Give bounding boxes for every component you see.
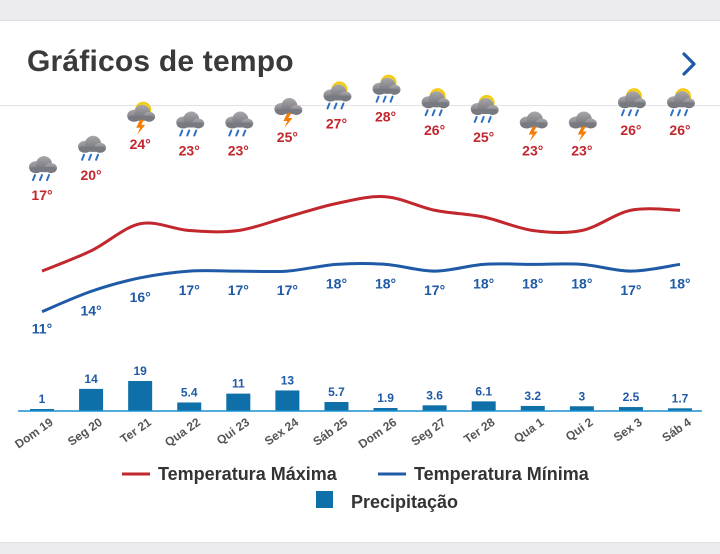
precipitation-bar — [520, 405, 545, 411]
precipitation-label: 13 — [281, 373, 295, 387]
x-tick-label: Sáb 25 — [310, 415, 350, 449]
max-temp-label: 26° — [620, 122, 641, 138]
top-strip — [0, 0, 720, 20]
x-tick-label: Qua 1 — [511, 415, 547, 446]
max-temp-label: 23° — [522, 143, 543, 159]
precipitation-label: 6.1 — [475, 384, 492, 398]
svg-text:Temperatura Máxima: Temperatura Máxima — [158, 464, 338, 484]
max-temp-label: 25° — [473, 129, 494, 145]
max-temp-label: 23° — [179, 143, 200, 159]
legend-item-min[interactable]: Temperatura Mínima — [378, 464, 590, 484]
x-tick-label: Sáb 4 — [659, 415, 694, 445]
min-temp-label: 18° — [375, 275, 396, 291]
min-temperature-line — [41, 261, 681, 314]
precipitation-label: 1.9 — [377, 391, 394, 405]
rain-cloud-icon — [78, 135, 107, 161]
precipitation-bar — [177, 402, 202, 411]
min-temp-label: 14° — [80, 302, 101, 318]
x-tick-label: Dom 26 — [356, 415, 400, 452]
sun-rain-icon — [372, 74, 401, 103]
max-temp-label: 26° — [424, 122, 445, 138]
precipitation-bar — [618, 407, 643, 411]
precipitation-bar — [668, 408, 692, 411]
min-temp-label: 17° — [424, 282, 445, 298]
precipitation-label: 3.2 — [524, 389, 541, 403]
x-tick-label: Seg 27 — [409, 415, 449, 449]
rain-cloud-icon — [176, 111, 205, 137]
precipitation-label: 3.6 — [426, 388, 443, 402]
max-temp-label: 25° — [277, 129, 298, 145]
max-temp-label: 24° — [130, 136, 151, 152]
max-temp-label: 17° — [31, 187, 52, 203]
min-temp-label: 18° — [571, 275, 592, 291]
rain-cloud-icon — [29, 156, 57, 182]
precipitation-label: 1.7 — [672, 391, 689, 405]
precipitation-label: 2.5 — [623, 390, 640, 404]
precipitation-bar — [128, 380, 153, 411]
precipitation-bar — [275, 390, 300, 411]
sun-thunder-icon — [127, 101, 156, 135]
precipitation-bar — [373, 407, 398, 411]
chevron-right-icon[interactable] — [676, 49, 702, 79]
precipitation-bar — [30, 409, 54, 411]
min-temp-label: 18° — [522, 275, 543, 291]
sun-rain-icon — [667, 88, 695, 117]
min-temp-label: 18° — [326, 275, 347, 291]
legend-item-max[interactable]: Temperatura Máxima — [122, 464, 338, 484]
max-temp-label: 28° — [375, 109, 396, 125]
precipitation-bar — [471, 401, 496, 411]
max-temp-label: 27° — [326, 115, 347, 131]
rain-cloud-icon — [225, 111, 254, 137]
svg-text:Precipitação: Precipitação — [351, 492, 458, 512]
x-tick-label: Sex 3 — [611, 415, 645, 445]
x-tick-label: Ter 28 — [461, 415, 498, 446]
svg-text:Temperatura Mínima: Temperatura Mínima — [414, 464, 590, 484]
precipitation-label: 5.4 — [181, 385, 198, 399]
sun-rain-icon — [617, 88, 646, 117]
min-temp-label: 16° — [130, 289, 151, 305]
thunder-cloud-icon — [274, 98, 303, 128]
precipitation-label: 1 — [39, 392, 46, 406]
sun-rain-icon — [470, 95, 499, 123]
x-tick-label: Seg 20 — [65, 415, 105, 449]
min-temp-label: 18° — [473, 275, 494, 291]
precipitation-label: 11 — [232, 377, 245, 391]
min-temp-label: 18° — [669, 275, 690, 291]
card-header: Gráficos de tempo — [0, 21, 720, 106]
precipitation-bar — [569, 406, 594, 411]
max-temperature-line — [41, 195, 681, 273]
page-title: Gráficos de tempo — [27, 45, 294, 78]
precipitation-label: 19 — [133, 364, 147, 378]
min-temp-label: 11° — [32, 321, 52, 337]
thunder-cloud-icon — [568, 111, 597, 142]
min-temp-label: 17° — [277, 282, 298, 298]
max-temp-label: 26° — [669, 122, 690, 138]
min-temp-label: 17° — [620, 282, 641, 298]
x-tick-label: Qua 22 — [162, 415, 203, 450]
precipitation-label: 5.7 — [328, 385, 345, 399]
x-tick-label: Sex 24 — [262, 415, 301, 448]
max-temp-label: 23° — [228, 143, 249, 159]
precipitation-bar — [324, 401, 349, 411]
x-tick-label: Dom 19 — [12, 415, 56, 452]
sun-rain-icon — [323, 81, 352, 110]
precipitation-label: 14 — [84, 372, 98, 386]
min-temp-label: 17° — [179, 282, 200, 298]
min-temp-label: 17° — [228, 282, 249, 298]
legend-item-precip[interactable]: Precipitação — [316, 491, 458, 512]
thunder-cloud-icon — [519, 111, 548, 142]
precipitation-bar — [226, 393, 251, 411]
x-tick-label: Qui 23 — [214, 415, 252, 448]
max-temp-label: 20° — [80, 167, 101, 183]
precipitation-bar — [79, 388, 104, 411]
x-tick-label: Qui 2 — [563, 415, 596, 444]
sun-rain-icon — [421, 88, 450, 117]
precipitation-label: 3 — [579, 389, 586, 403]
precipitation-bar — [422, 405, 447, 411]
x-tick-label: Ter 21 — [118, 415, 155, 446]
max-temp-label: 23° — [571, 143, 592, 159]
